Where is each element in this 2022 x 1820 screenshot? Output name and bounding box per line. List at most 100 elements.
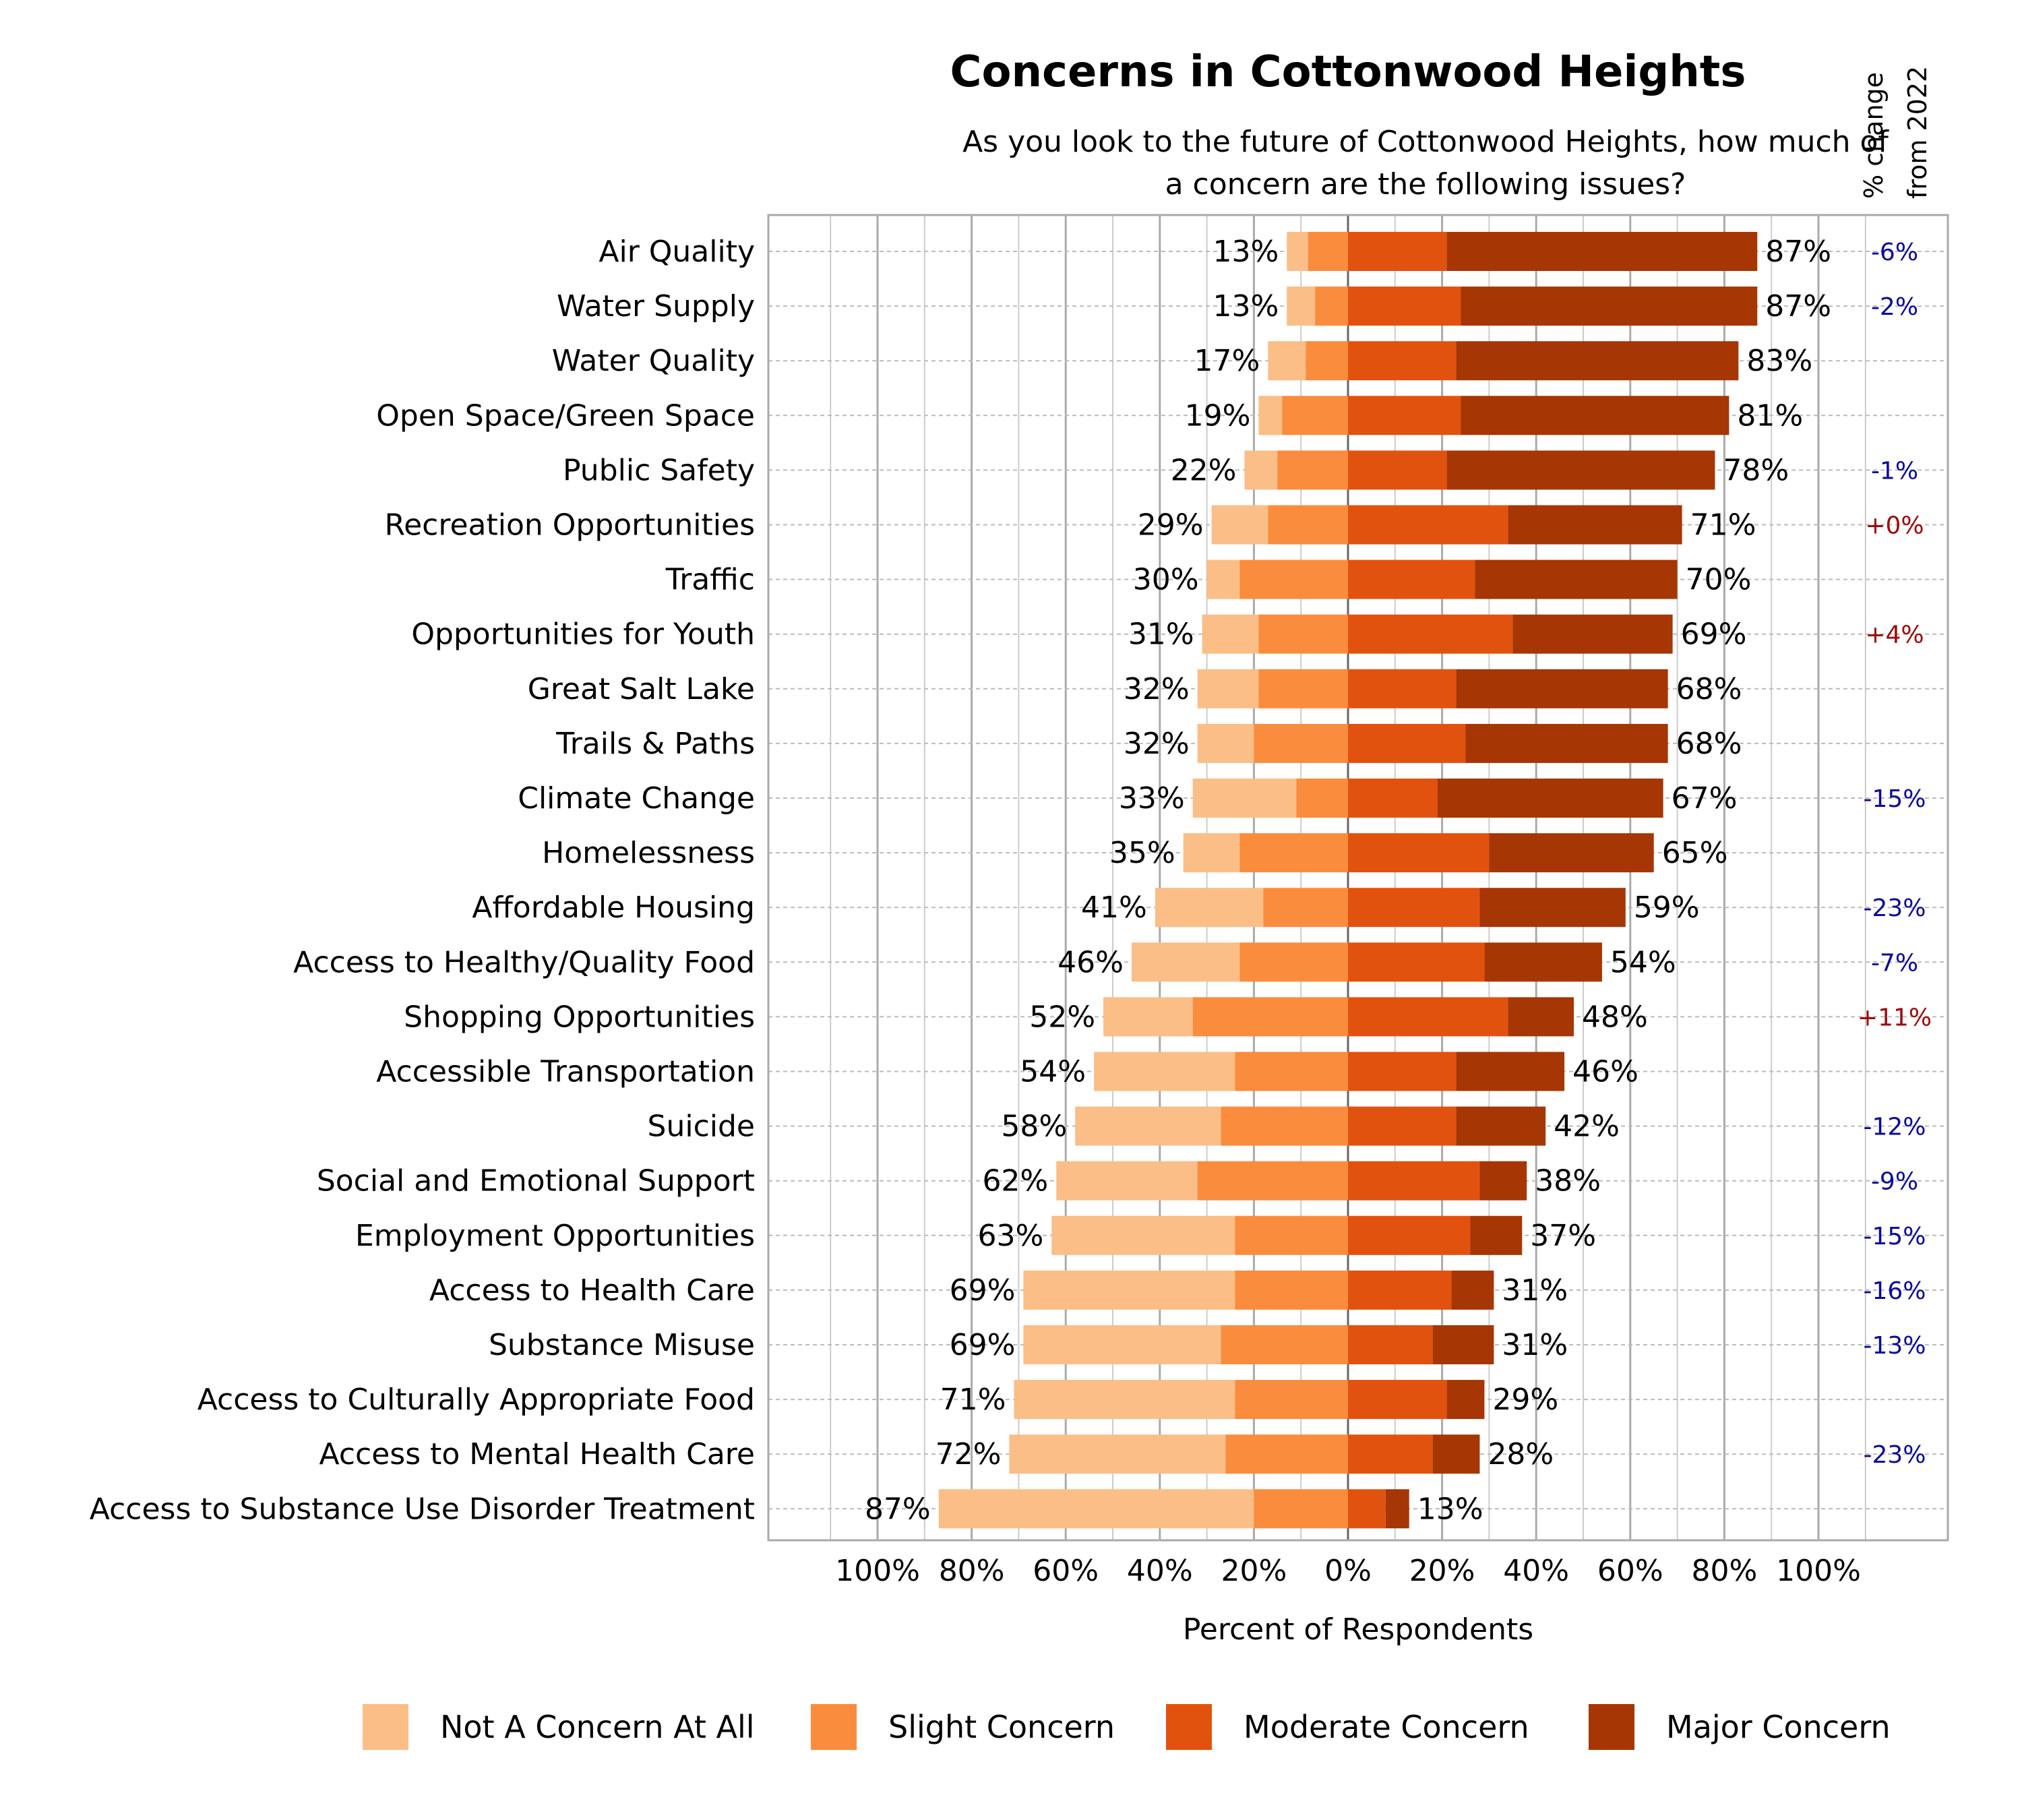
row-label: Homelessness: [542, 836, 755, 870]
bar-segment-not: [1155, 888, 1264, 928]
bar-segment-slight: [1235, 1270, 1348, 1310]
row-label: Air Quality: [599, 235, 755, 269]
bar-row: Accessible Transportation 54% 46%: [376, 1052, 1638, 1091]
bar-segment-moderate: [1348, 1270, 1452, 1310]
row-label: Access to Culturally Appropriate Food: [197, 1383, 755, 1417]
bar-segment-moderate: [1348, 614, 1513, 654]
row-label: Social and Emotional Support: [317, 1164, 755, 1199]
bar-segment-slight: [1315, 286, 1348, 326]
bar-segment-not: [1268, 341, 1306, 381]
left-total-label: 69%: [950, 1328, 1016, 1362]
left-total-label: 32%: [1124, 727, 1190, 761]
bar-segment-slight: [1235, 1380, 1348, 1420]
right-total-label: 28%: [1488, 1437, 1554, 1472]
x-tick-label: 20%: [1221, 1554, 1287, 1588]
bar-segment-slight: [1221, 1106, 1348, 1146]
bar-segment-major: [1465, 723, 1668, 763]
bar-segment-slight: [1254, 723, 1348, 763]
row-label: Substance Misuse: [489, 1328, 755, 1362]
change-from-2022-label: -23%: [1863, 1441, 1926, 1469]
bar-row: Opportunities for Youth 31% 69% +4%: [411, 614, 1924, 654]
bar-segment-not: [1103, 997, 1193, 1037]
change-from-2022-label: -2%: [1871, 293, 1918, 321]
left-total-label: 35%: [1109, 836, 1175, 870]
bar-segment-slight: [1306, 341, 1348, 381]
row-label: Shopping Opportunities: [404, 1000, 755, 1034]
right-total-label: 37%: [1530, 1219, 1596, 1253]
change-from-2022-label: -23%: [1863, 894, 1926, 922]
bar-row: Suicide 58% 42% -12%: [648, 1106, 1926, 1146]
bar-segment-not: [1183, 833, 1240, 873]
change-from-2022-label: +4%: [1865, 621, 1924, 649]
bar-row: Homelessness 35% 65%: [542, 833, 1727, 873]
bar-segment-major: [1456, 1052, 1565, 1091]
bar-segment-moderate: [1348, 1106, 1457, 1146]
row-label: Traffic: [665, 563, 755, 597]
x-tick-label: 100%: [835, 1554, 920, 1588]
left-total-label: 58%: [1001, 1110, 1067, 1144]
row-label: Accessible Transportation: [376, 1055, 755, 1089]
left-total-label: 46%: [1058, 945, 1124, 979]
bar-segment-major: [1484, 942, 1602, 982]
bar-segment-major: [1479, 888, 1626, 928]
chart-title: Concerns in Cottonwood Heights: [950, 47, 1746, 97]
left-total-label: 87%: [865, 1492, 931, 1526]
x-tick-label: 20%: [1409, 1554, 1475, 1588]
bar-segment-moderate: [1348, 723, 1466, 763]
bar-segment-major: [1461, 396, 1729, 435]
bar-segment-not: [1056, 1161, 1198, 1201]
left-total-label: 33%: [1119, 781, 1185, 816]
bar-segment-not: [1023, 1270, 1235, 1310]
bar-segment-slight: [1277, 450, 1348, 490]
bar-segment-slight: [1192, 997, 1348, 1037]
bar-segment-not: [1244, 450, 1278, 490]
row-label: Opportunities for Youth: [411, 617, 755, 652]
bar-segment-moderate: [1348, 1434, 1433, 1474]
bar-segment-not: [1094, 1052, 1235, 1091]
bar-segment-slight: [1296, 779, 1348, 818]
left-total-label: 13%: [1213, 235, 1279, 269]
right-total-label: 38%: [1535, 1164, 1601, 1199]
change-from-2022-label: -12%: [1863, 1114, 1926, 1141]
bar-segment-major: [1437, 779, 1663, 818]
left-total-label: 17%: [1194, 344, 1260, 378]
bar-segment-not: [1023, 1325, 1221, 1364]
left-total-label: 62%: [982, 1164, 1048, 1199]
bar-row: Shopping Opportunities 52% 48% +11%: [404, 997, 1932, 1037]
row-label: Access to Mental Health Care: [319, 1437, 755, 1472]
row-label: Water Quality: [552, 344, 755, 378]
bar-segment-slight: [1221, 1325, 1348, 1364]
bar-segment-not: [1075, 1106, 1221, 1146]
bar-segment-slight: [1263, 888, 1348, 928]
row-label: Affordable Housing: [472, 890, 755, 925]
bar-segment-not: [1014, 1380, 1235, 1420]
bar-segment-not: [1206, 559, 1240, 599]
chart-subtitle-line-1: As you look to the future of Cottonwood …: [962, 125, 1889, 159]
bar-segment-major: [1470, 1215, 1523, 1255]
x-tick-label: 80%: [939, 1554, 1005, 1588]
plot-frame: [767, 214, 1949, 1542]
bar-segment-moderate: [1348, 833, 1490, 873]
legend-swatch-not: [363, 1704, 408, 1750]
bar-segment-slight: [1239, 942, 1348, 982]
bar-segment-major: [1489, 833, 1654, 873]
bar-row: Public Safety 22% 78% -1%: [563, 450, 1918, 490]
right-total-label: 68%: [1676, 727, 1742, 761]
bar-row: Water Quality 17% 83%: [552, 341, 1812, 381]
left-total-label: 71%: [940, 1383, 1006, 1417]
bar-segment-slight: [1225, 1434, 1348, 1474]
bar-row: Substance Misuse 69% 31% -13%: [489, 1325, 1926, 1364]
bar-segment-major: [1432, 1325, 1494, 1364]
legend-swatch-major: [1589, 1704, 1634, 1750]
bar-row: Employment Opportunities 63% 37% -15%: [355, 1215, 1926, 1255]
bar-segment-slight: [1268, 505, 1348, 545]
left-total-label: 72%: [936, 1437, 1002, 1472]
bar-row: Air Quality 13% 87% -6%: [599, 232, 1918, 271]
bar-segment-slight: [1258, 669, 1348, 708]
left-total-label: 31%: [1128, 617, 1194, 652]
bar-segment-major: [1508, 505, 1682, 545]
bar-segment-major: [1446, 232, 1758, 271]
bar-row: Social and Emotional Support 62% 38% -9%: [317, 1161, 1918, 1201]
right-total-label: 87%: [1765, 289, 1831, 324]
